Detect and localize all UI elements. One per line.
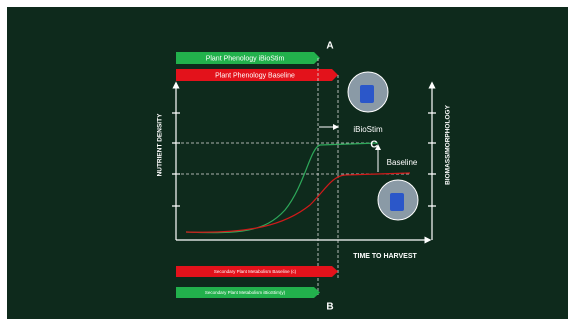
marker: C (370, 140, 377, 151)
annotation: iBioStim (353, 125, 383, 134)
red-bar (176, 266, 338, 277)
green-bar (176, 287, 320, 298)
photo-detail (360, 85, 374, 103)
photo-detail (390, 193, 404, 211)
axis-label: BIOMASS/MORPHOLOGY (445, 104, 452, 184)
curve-baseline (185, 172, 411, 233)
bar-label: Plant Phenology Baseline (215, 72, 295, 79)
bar-label: Plant Phenology iBioStim (206, 55, 285, 62)
curve-ibiostim (185, 142, 379, 234)
red-bar (176, 69, 338, 81)
marker: B (326, 302, 333, 313)
axis-label: NUTRIENT DENSITY (157, 113, 164, 177)
green-bar (176, 52, 320, 64)
annotation: Baseline (387, 158, 418, 167)
marker: A (326, 41, 333, 52)
axis-label: TIME TO HARVEST (353, 253, 417, 260)
bar-label: Secondary Plant Metabolism iBioStim(y) (205, 290, 286, 295)
bar-label: Secondary Plant Metabolism Baseline (c) (214, 269, 297, 274)
